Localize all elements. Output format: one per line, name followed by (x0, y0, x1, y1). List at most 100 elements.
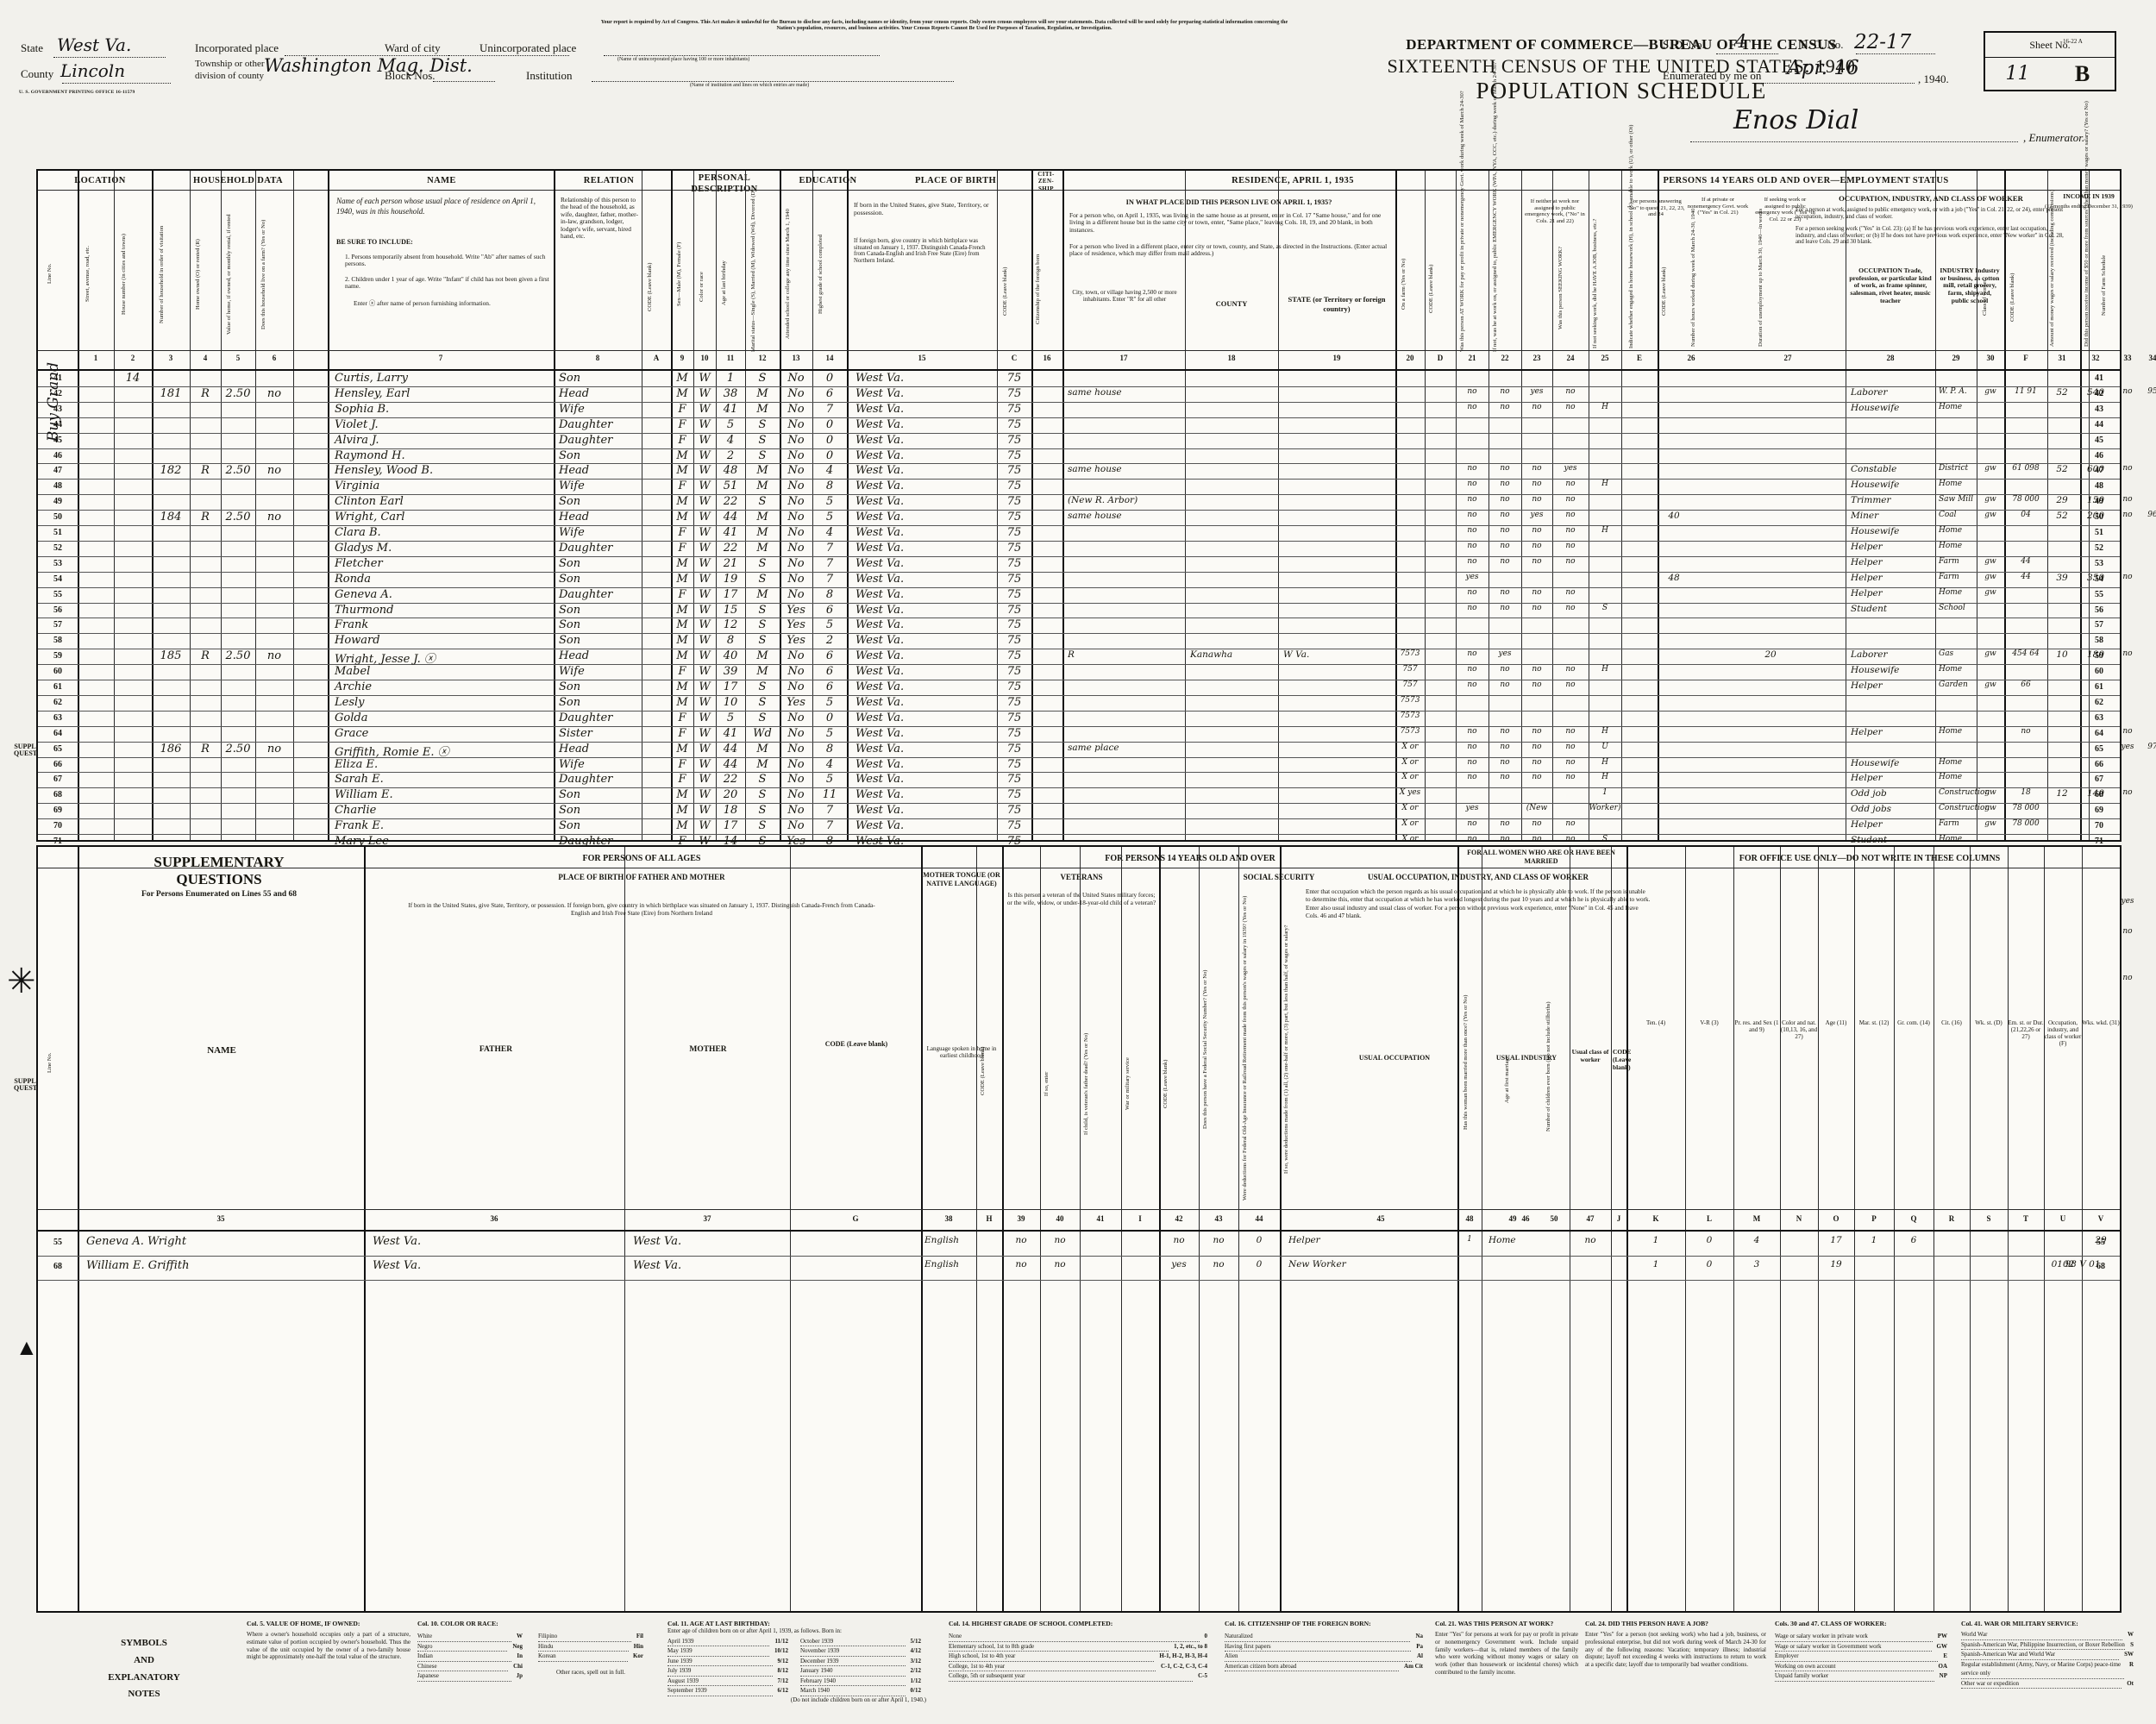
cell-race[interactable]: W (699, 726, 711, 740)
cell-c21[interactable]: no (1467, 495, 1477, 505)
cell-c24[interactable]: no (1565, 402, 1576, 411)
cell-grade[interactable]: 6 (825, 680, 834, 693)
cell-c21[interactable]: no (1467, 742, 1477, 751)
cell-age[interactable]: 41 (723, 402, 738, 416)
cell-age[interactable]: 4 (726, 433, 735, 447)
cell-ind[interactable]: Farm (1939, 556, 1959, 566)
cell-sex[interactable]: F (678, 757, 686, 771)
suppl-cell-ss43[interactable]: no (1213, 1259, 1225, 1269)
cell-class[interactable]: gw (1984, 386, 1996, 396)
cell-birth[interactable]: West Va. (856, 773, 905, 787)
cell-c22[interactable]: no (1500, 386, 1510, 396)
cell-race[interactable]: W (699, 618, 711, 632)
suppl-cell-line[interactable]: 68 (53, 1262, 62, 1271)
cell-f[interactable]: 44 (2021, 572, 2031, 581)
cell-rel[interactable]: Son (559, 495, 581, 509)
cell-f[interactable]: no (2021, 726, 2031, 736)
cell-more50[interactable]: no (2122, 386, 2133, 396)
cell-race[interactable]: W (699, 417, 711, 431)
cell-occ[interactable]: Miner (1851, 511, 1879, 522)
cell-f[interactable]: 61 098 (2012, 464, 2040, 473)
cell-c25[interactable]: Worker) (1589, 804, 1621, 813)
cell-birth[interactable]: West Va. (856, 480, 905, 493)
cell-marital[interactable]: S (758, 695, 767, 709)
cell-income2[interactable]: 350 (2086, 572, 2105, 583)
cell-class[interactable]: gw (1984, 649, 1996, 659)
cell-age[interactable]: 12 (723, 618, 738, 632)
cell-c25[interactable]: H (1601, 480, 1608, 489)
cell-c22[interactable]: yes (1498, 649, 1512, 659)
cell-c22[interactable]: no (1500, 757, 1510, 767)
cell-c21[interactable]: no (1467, 480, 1477, 489)
cell-marital[interactable]: S (758, 495, 767, 509)
cell-house[interactable]: 14 (125, 372, 141, 385)
suppl-cell-line[interactable]: 55 (53, 1238, 62, 1247)
cell-ind[interactable]: Gas (1939, 649, 1954, 659)
cell-cbirth[interactable]: 75 (1006, 603, 1022, 617)
cell-race[interactable]: W (699, 757, 711, 771)
cell-sex[interactable]: M (676, 695, 688, 709)
cell-ind[interactable]: Farm (1939, 819, 1959, 829)
cell-class[interactable]: gw (1984, 804, 1996, 813)
cell-rel[interactable]: Daughter (559, 541, 613, 555)
cell-income[interactable]: 52 (2056, 386, 2068, 398)
cell-school[interactable]: No (787, 757, 805, 771)
cell-occ[interactable]: Helper (1851, 541, 1883, 552)
cell-cbirth[interactable]: 75 (1006, 665, 1022, 679)
cell-rel[interactable]: Head (559, 464, 590, 478)
cell-school[interactable]: No (787, 680, 805, 693)
cell-birth[interactable]: West Va. (856, 618, 905, 632)
cell-farm[interactable]: no (266, 511, 282, 524)
suppl-cell-usual_occ[interactable]: New Worker (1288, 1259, 1346, 1269)
cell-age[interactable]: 20 (723, 788, 738, 802)
sd-value[interactable]: 4 (1735, 31, 1747, 52)
cell-ind[interactable]: District (1939, 464, 1969, 473)
cell-name[interactable]: Clinton Earl (335, 495, 404, 509)
cell-birth[interactable]: West Va. (856, 603, 905, 617)
suppl-cell-u[interactable]: 98 V 01 (2065, 1259, 2101, 1269)
cell-c21[interactable]: no (1467, 835, 1477, 843)
cell-grade[interactable]: 0 (825, 372, 834, 385)
cell-own[interactable]: R (201, 649, 210, 663)
cell-ind[interactable]: Construction (1939, 788, 1990, 798)
cell-race[interactable]: W (699, 773, 711, 787)
cell-c22[interactable]: no (1500, 402, 1510, 411)
cell-farmsched[interactable]: 97 (2147, 742, 2156, 751)
cell-farm35[interactable]: X yes (1399, 788, 1421, 798)
cell-line[interactable]: 49 (53, 497, 62, 507)
cell-race[interactable]: W (699, 572, 711, 586)
cell-income2[interactable]: 150 (2086, 495, 2105, 506)
cell-own[interactable]: R (201, 464, 210, 478)
cell-class[interactable]: gw (1984, 788, 1996, 798)
cell-c22[interactable]: no (1500, 742, 1510, 751)
cell-name[interactable]: Golda (335, 711, 368, 724)
cell-rel[interactable]: Son (559, 804, 581, 818)
cell-school[interactable]: Yes (787, 603, 805, 617)
cell-farm35[interactable]: X or (1401, 757, 1419, 767)
cell-farm35[interactable]: X or (1401, 742, 1419, 751)
suppl-cell-c48[interactable]: 1 (1467, 1235, 1472, 1244)
cell-line[interactable]: 44 (53, 419, 62, 429)
cell-age[interactable]: 2 (726, 448, 735, 462)
cell-c21[interactable]: no (1467, 386, 1477, 396)
cell-res35[interactable]: R (1068, 649, 1075, 661)
cell-name[interactable]: Sophia B. (335, 402, 390, 416)
cell-race[interactable]: W (699, 541, 711, 555)
cell-cbirth[interactable]: 75 (1006, 433, 1022, 447)
cell-c26[interactable]: 48 (1668, 572, 1680, 583)
cell-grade[interactable]: 7 (825, 556, 834, 570)
cell-race[interactable]: W (699, 788, 711, 802)
cell-race[interactable]: W (699, 464, 711, 478)
cell-birth[interactable]: West Va. (856, 541, 905, 555)
state-value[interactable]: West Va. (57, 34, 132, 55)
cell-grade[interactable]: 5 (825, 695, 834, 709)
cell-race[interactable]: W (699, 680, 711, 693)
cell-sex[interactable]: F (678, 726, 686, 740)
cell-marital[interactable]: M (756, 386, 768, 400)
cell-grade[interactable]: 6 (825, 386, 834, 400)
cell-cbirth[interactable]: 75 (1006, 788, 1022, 802)
cell-race[interactable]: W (699, 587, 711, 601)
cell-rel[interactable]: Son (559, 572, 581, 586)
cell-age[interactable]: 22 (723, 495, 738, 509)
cell-grade[interactable]: 11 (822, 788, 837, 802)
